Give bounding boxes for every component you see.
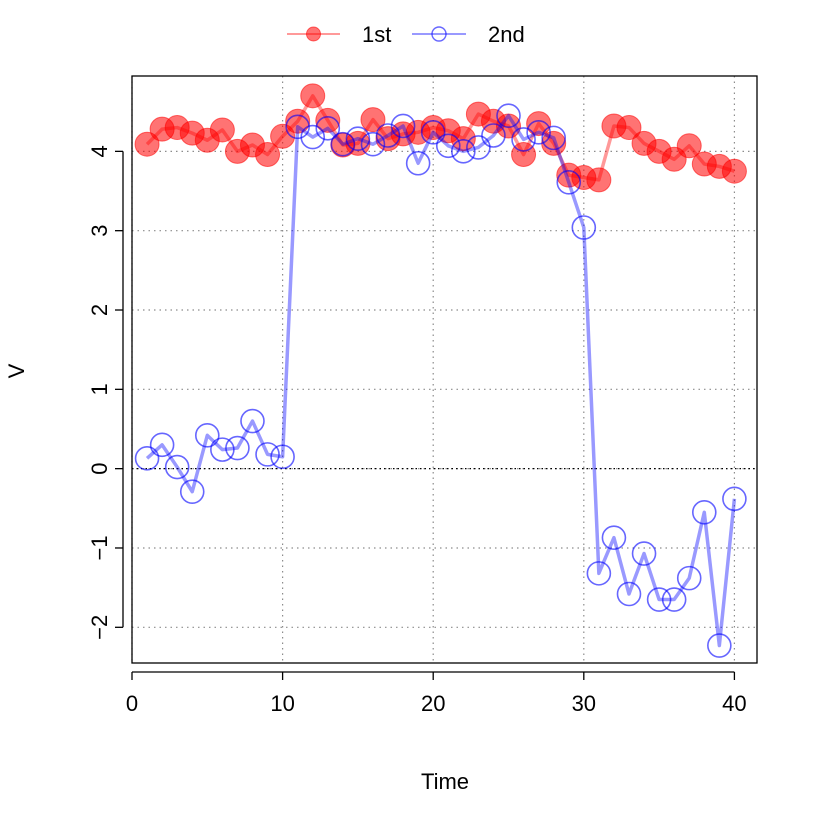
data-point bbox=[209, 117, 235, 143]
data-point bbox=[195, 423, 220, 448]
data-point bbox=[631, 541, 657, 566]
series-layer bbox=[134, 83, 747, 658]
legend: 1st 2nd bbox=[287, 22, 525, 47]
legend-item-1: 1st bbox=[287, 22, 391, 47]
data-point bbox=[721, 158, 747, 184]
data-point bbox=[300, 83, 326, 109]
legend-item-2: 2nd bbox=[412, 22, 525, 47]
data-point bbox=[451, 139, 476, 164]
series-1 bbox=[134, 83, 747, 193]
y-tick-label: 1 bbox=[87, 383, 112, 395]
x-axis-label: Time bbox=[421, 769, 469, 794]
x-tick-label: 10 bbox=[270, 691, 294, 716]
series-line bbox=[145, 113, 737, 648]
legend-label: 2nd bbox=[488, 22, 525, 47]
series-2 bbox=[134, 103, 747, 658]
x-tick-label: 30 bbox=[572, 691, 596, 716]
data-point bbox=[676, 133, 702, 159]
plot-frame bbox=[131, 75, 758, 664]
data-point bbox=[601, 525, 627, 550]
data-point bbox=[300, 124, 326, 150]
axes: 0 10 20 30 40 −2 −1 0 1 2 3 4 bbox=[87, 145, 747, 716]
data-point bbox=[315, 116, 341, 141]
data-point bbox=[586, 561, 612, 586]
data-point bbox=[526, 120, 551, 145]
y-tick-label: 3 bbox=[87, 225, 112, 237]
data-point bbox=[164, 454, 190, 480]
data-point bbox=[240, 408, 265, 434]
data-point bbox=[466, 135, 491, 160]
data-point bbox=[360, 107, 386, 133]
data-point bbox=[149, 432, 175, 458]
x-tick-label: 40 bbox=[722, 691, 746, 716]
data-point bbox=[405, 150, 431, 176]
data-point bbox=[315, 107, 341, 133]
data-point bbox=[707, 633, 732, 658]
data-point bbox=[616, 581, 642, 607]
y-tick-label: −2 bbox=[87, 615, 112, 640]
legend-marker bbox=[306, 26, 321, 42]
data-point bbox=[330, 131, 356, 157]
y-tick-label: 2 bbox=[87, 304, 112, 316]
data-point bbox=[179, 479, 205, 504]
data-point bbox=[661, 587, 687, 612]
data-point bbox=[210, 437, 235, 462]
data-point bbox=[270, 123, 296, 149]
data-point bbox=[496, 103, 521, 128]
y-axis-label: V bbox=[4, 363, 29, 378]
data-point bbox=[435, 133, 461, 159]
data-point bbox=[225, 435, 250, 461]
data-point bbox=[390, 113, 416, 139]
data-point bbox=[646, 587, 672, 612]
data-point bbox=[345, 126, 371, 151]
data-point bbox=[571, 215, 597, 240]
y-tick-label: 0 bbox=[87, 463, 112, 475]
data-point bbox=[556, 169, 582, 195]
data-point bbox=[481, 123, 506, 148]
data-point bbox=[375, 123, 401, 148]
x-tick-label: 0 bbox=[126, 691, 138, 716]
legend-marker bbox=[431, 26, 447, 42]
data-point bbox=[722, 486, 747, 512]
data-point bbox=[255, 442, 280, 467]
y-tick-label: −1 bbox=[87, 535, 112, 560]
x-tick-label: 20 bbox=[421, 691, 445, 716]
data-point bbox=[134, 446, 160, 471]
data-point bbox=[134, 131, 160, 157]
data-point bbox=[616, 115, 642, 141]
data-point bbox=[541, 125, 566, 151]
y-tick-label: 4 bbox=[87, 145, 112, 157]
data-point bbox=[511, 127, 536, 152]
legend-label: 1st bbox=[362, 22, 391, 47]
data-point bbox=[255, 142, 281, 168]
data-point bbox=[450, 126, 476, 152]
data-point bbox=[270, 444, 295, 470]
data-point bbox=[360, 131, 386, 157]
data-point bbox=[420, 120, 446, 145]
data-point bbox=[676, 565, 702, 591]
data-point bbox=[285, 108, 311, 134]
data-point bbox=[691, 499, 717, 525]
data-point bbox=[586, 167, 612, 193]
